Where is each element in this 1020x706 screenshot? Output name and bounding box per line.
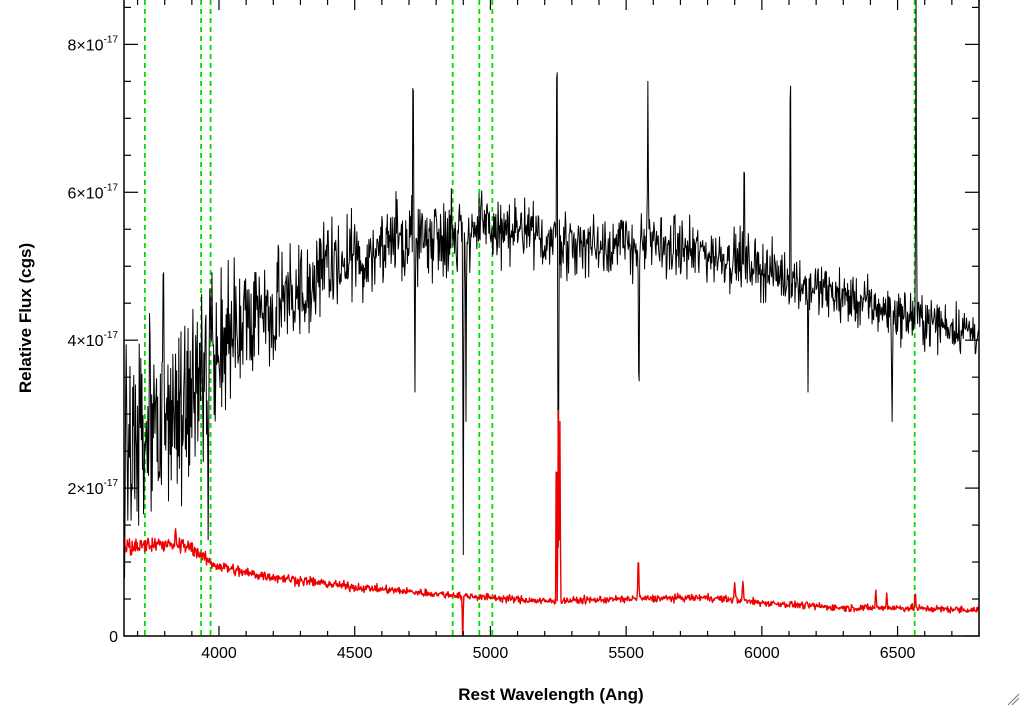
spectrum-line-1 [124, 409, 979, 636]
x-axis-ticks: 4000 4500 5000 5500 6000 6500 [136, 0, 980, 662]
y-axis-ticks: 02×10-174×10-176×10-178×10-17 [68, 6, 979, 646]
y-tick-times: × [76, 185, 85, 202]
x-tick-label: 6000 [744, 645, 780, 662]
y-tick-label: 4×10-17 [68, 330, 119, 350]
x-tick-label: 4000 [201, 645, 237, 662]
y-tick-mantissa: 6 [68, 185, 77, 202]
y-tick-mantissa: 8 [68, 37, 77, 54]
resize-grip-icon[interactable] [1007, 693, 1020, 706]
y-tick-base: 10 [86, 333, 104, 350]
y-tick-label: 6×10-17 [68, 182, 119, 202]
y-tick-exponent: -17 [104, 330, 119, 341]
spectrum-line-0 [124, 0, 979, 579]
x-tick-label: 4500 [337, 645, 373, 662]
x-tick-label: 5000 [473, 645, 509, 662]
y-tick-label: 8×10-17 [68, 34, 119, 54]
x-axis-label: Rest Wavelength (Ang) [458, 685, 643, 704]
y-tick-mantissa: 4 [68, 333, 77, 350]
y-tick-mantissa: 0 [109, 629, 118, 646]
x-tick-label: 6500 [880, 645, 916, 662]
y-tick-times: × [76, 333, 85, 350]
y-tick-base: 10 [86, 37, 104, 54]
y-tick-exponent: -17 [104, 182, 119, 193]
y-tick-mantissa: 2 [68, 481, 77, 498]
y-tick-times: × [76, 37, 85, 54]
y-axis-label: Relative Flux (cgs) [16, 243, 35, 393]
y-tick-base: 10 [86, 185, 104, 202]
y-tick-base: 10 [86, 481, 104, 498]
plot-frame-rect [123, 0, 980, 637]
y-tick-exponent: -17 [104, 34, 119, 45]
plot-frame [123, 0, 980, 637]
spectrum-series [124, 0, 979, 636]
y-tick-label: 2×10-17 [68, 478, 119, 498]
y-tick-label: 0 [109, 629, 118, 646]
y-tick-exponent: -17 [104, 478, 119, 489]
y-tick-times: × [76, 481, 85, 498]
x-tick-label: 5500 [608, 645, 644, 662]
